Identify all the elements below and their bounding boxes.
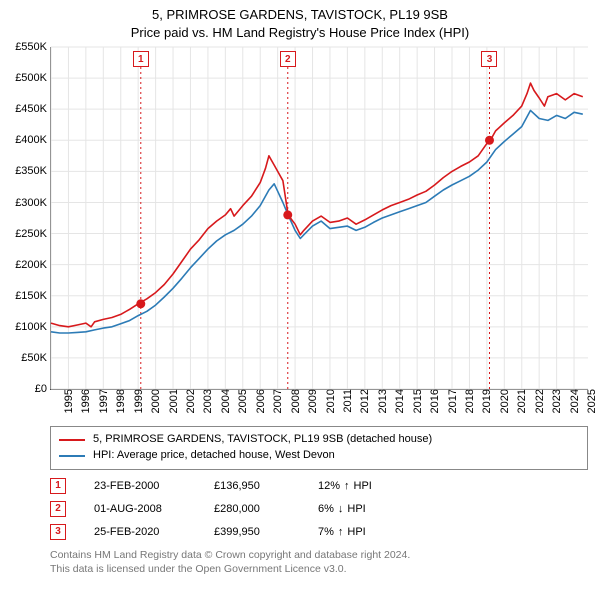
event-price: £399,950 (214, 526, 290, 538)
y-axis-label: £50K (21, 352, 51, 364)
arrow-icon: ↓ (338, 503, 344, 515)
title-line-1: 5, PRIMROSE GARDENS, TAVISTOCK, PL19 9SB (0, 6, 600, 24)
series-property (51, 83, 583, 327)
event-delta: 6%↓HPI (318, 503, 366, 515)
x-axis-label: 2008 (286, 389, 302, 413)
legend-item: 5, PRIMROSE GARDENS, TAVISTOCK, PL19 9SB… (59, 432, 579, 448)
event-row: 1 23-FEB-2000 £136,950 12%↑HPI (50, 478, 588, 494)
x-axis-label: 2014 (391, 389, 407, 413)
x-axis-label: 2005 (234, 389, 250, 413)
event-marker: 2 (280, 51, 296, 67)
x-axis-label: 2006 (251, 389, 267, 413)
event-price: £136,950 (214, 480, 290, 492)
legend-box: 5, PRIMROSE GARDENS, TAVISTOCK, PL19 9SB… (50, 426, 588, 470)
x-axis-label: 2017 (443, 389, 459, 413)
x-axis-label: 2002 (181, 389, 197, 413)
x-axis-label: 2001 (164, 389, 180, 413)
x-axis-label: 2000 (146, 389, 162, 413)
x-axis-label: 2018 (460, 389, 476, 413)
event-date: 01-AUG-2008 (94, 503, 186, 515)
legend-label: 5, PRIMROSE GARDENS, TAVISTOCK, PL19 9SB… (93, 432, 432, 448)
footer-line-1: Contains HM Land Registry data © Crown c… (50, 548, 588, 562)
x-axis-label: 2025 (582, 389, 598, 413)
chart-container: 5, PRIMROSE GARDENS, TAVISTOCK, PL19 9SB… (0, 0, 600, 590)
x-axis-label: 2010 (321, 389, 337, 413)
x-axis-label: 2016 (425, 389, 441, 413)
arrow-icon: ↑ (338, 526, 344, 538)
y-axis-label: £500K (15, 72, 51, 84)
event-delta: 7%↑HPI (318, 526, 366, 538)
title-block: 5, PRIMROSE GARDENS, TAVISTOCK, PL19 9SB… (0, 0, 600, 41)
arrow-icon: ↑ (344, 480, 350, 492)
x-axis-label: 2013 (373, 389, 389, 413)
event-marker: 1 (133, 51, 149, 67)
y-axis-label: £400K (15, 134, 51, 146)
event-date: 23-FEB-2000 (94, 480, 186, 492)
y-axis-label: £550K (15, 41, 51, 53)
events-table: 1 23-FEB-2000 £136,950 12%↑HPI 2 01-AUG-2008 £… (50, 478, 588, 540)
y-axis-label: £100K (15, 321, 51, 333)
y-axis-label: £0 (35, 383, 51, 395)
event-delta: 12%↑HPI (318, 480, 372, 492)
x-axis-label: 2022 (530, 389, 546, 413)
event-marker: 3 (481, 51, 497, 67)
x-axis-label: 2015 (408, 389, 424, 413)
event-date: 25-FEB-2020 (94, 526, 186, 538)
footer-note: Contains HM Land Registry data © Crown c… (50, 548, 588, 576)
x-axis-label: 2007 (268, 389, 284, 413)
x-axis-label: 2023 (547, 389, 563, 413)
legend-swatch (59, 439, 85, 441)
legend-label: HPI: Average price, detached house, West… (93, 448, 335, 464)
y-axis-label: £250K (15, 228, 51, 240)
y-axis-label: £350K (15, 165, 51, 177)
event-marker: 3 (50, 524, 66, 540)
event-row: 2 01-AUG-2008 £280,000 6%↓HPI (50, 501, 588, 517)
x-axis-label: 2021 (513, 389, 529, 413)
event-marker: 1 (50, 478, 66, 494)
x-axis-label: 1995 (59, 389, 75, 413)
chart-svg (51, 47, 588, 389)
chart-plot-area: £0£50K£100K£150K£200K£250K£300K£350K£400… (50, 47, 588, 390)
x-axis-label: 1997 (94, 389, 110, 413)
y-axis-label: £200K (15, 259, 51, 271)
x-axis-label: 1996 (77, 389, 93, 413)
legend-item: HPI: Average price, detached house, West… (59, 448, 579, 464)
y-axis-label: £300K (15, 197, 51, 209)
event-row: 3 25-FEB-2020 £399,950 7%↑HPI (50, 524, 588, 540)
series-hpi (51, 110, 583, 333)
x-axis-label: 1998 (112, 389, 128, 413)
x-axis-label: 2009 (303, 389, 319, 413)
x-axis-label: 2004 (216, 389, 232, 413)
title-line-2: Price paid vs. HM Land Registry's House … (0, 24, 600, 42)
x-axis-label: 2024 (565, 389, 581, 413)
x-axis-label: 2019 (478, 389, 494, 413)
x-axis-label: 2020 (495, 389, 511, 413)
x-axis-label: 2012 (356, 389, 372, 413)
x-axis-label: 2003 (199, 389, 215, 413)
event-price: £280,000 (214, 503, 290, 515)
legend-swatch (59, 455, 85, 457)
footer-line-2: This data is licensed under the Open Gov… (50, 562, 588, 576)
event-marker: 2 (50, 501, 66, 517)
x-axis-label: 2011 (338, 389, 354, 413)
x-axis-label: 1999 (129, 389, 145, 413)
y-axis-label: £150K (15, 290, 51, 302)
y-axis-label: £450K (15, 103, 51, 115)
